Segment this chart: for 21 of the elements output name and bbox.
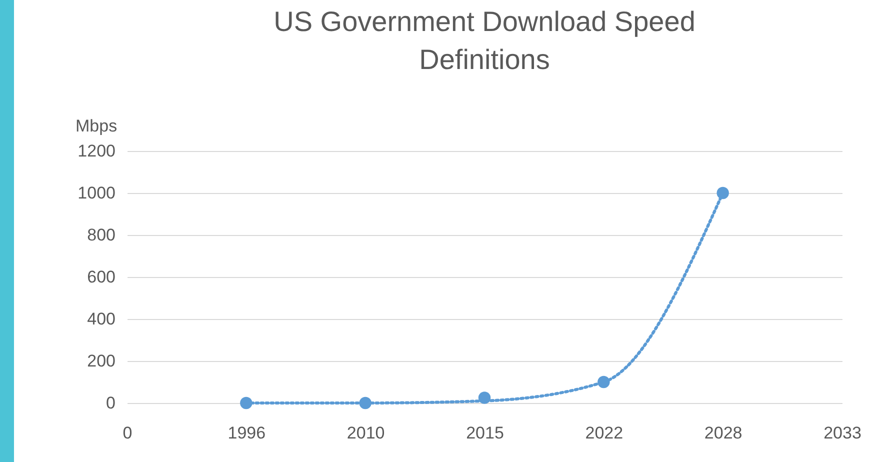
x-tick-label: 2015 bbox=[466, 424, 504, 442]
y-tick-label: 600 bbox=[87, 268, 116, 286]
point bbox=[240, 396, 252, 410]
y-tick-label: 0 bbox=[106, 394, 116, 412]
x-tick-label: 2010 bbox=[346, 424, 385, 442]
x-tick-label: 2028 bbox=[704, 424, 742, 442]
x-tick-label: 2033 bbox=[824, 424, 862, 442]
y-tick-label: 200 bbox=[87, 352, 116, 370]
point bbox=[716, 186, 729, 200]
y-tick-label: 400 bbox=[87, 310, 116, 328]
point bbox=[598, 376, 610, 388]
chart-title: US Government Download Speed Definitions bbox=[274, 6, 696, 75]
x-tick-label: 1996 bbox=[228, 424, 266, 442]
x-tick-label: 2022 bbox=[585, 424, 624, 442]
point bbox=[359, 396, 372, 410]
y-tick-label: 1000 bbox=[78, 184, 116, 202]
y-axis-title: Mbps bbox=[76, 116, 118, 136]
y-tick-label: 800 bbox=[87, 226, 116, 244]
y-tick-label: 1200 bbox=[78, 142, 116, 160]
point bbox=[478, 392, 491, 404]
x-tick-label: 0 bbox=[122, 424, 132, 442]
